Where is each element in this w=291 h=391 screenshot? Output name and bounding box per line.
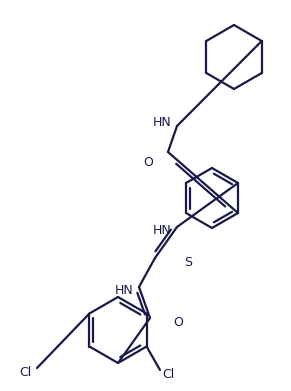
Text: O: O [173, 316, 183, 328]
Text: Cl: Cl [19, 366, 31, 378]
Text: Cl: Cl [162, 368, 174, 380]
Text: HN: HN [153, 224, 172, 237]
Text: O: O [143, 156, 153, 169]
Text: HN: HN [115, 283, 134, 296]
Text: HN: HN [152, 115, 171, 129]
Text: S: S [184, 255, 192, 269]
